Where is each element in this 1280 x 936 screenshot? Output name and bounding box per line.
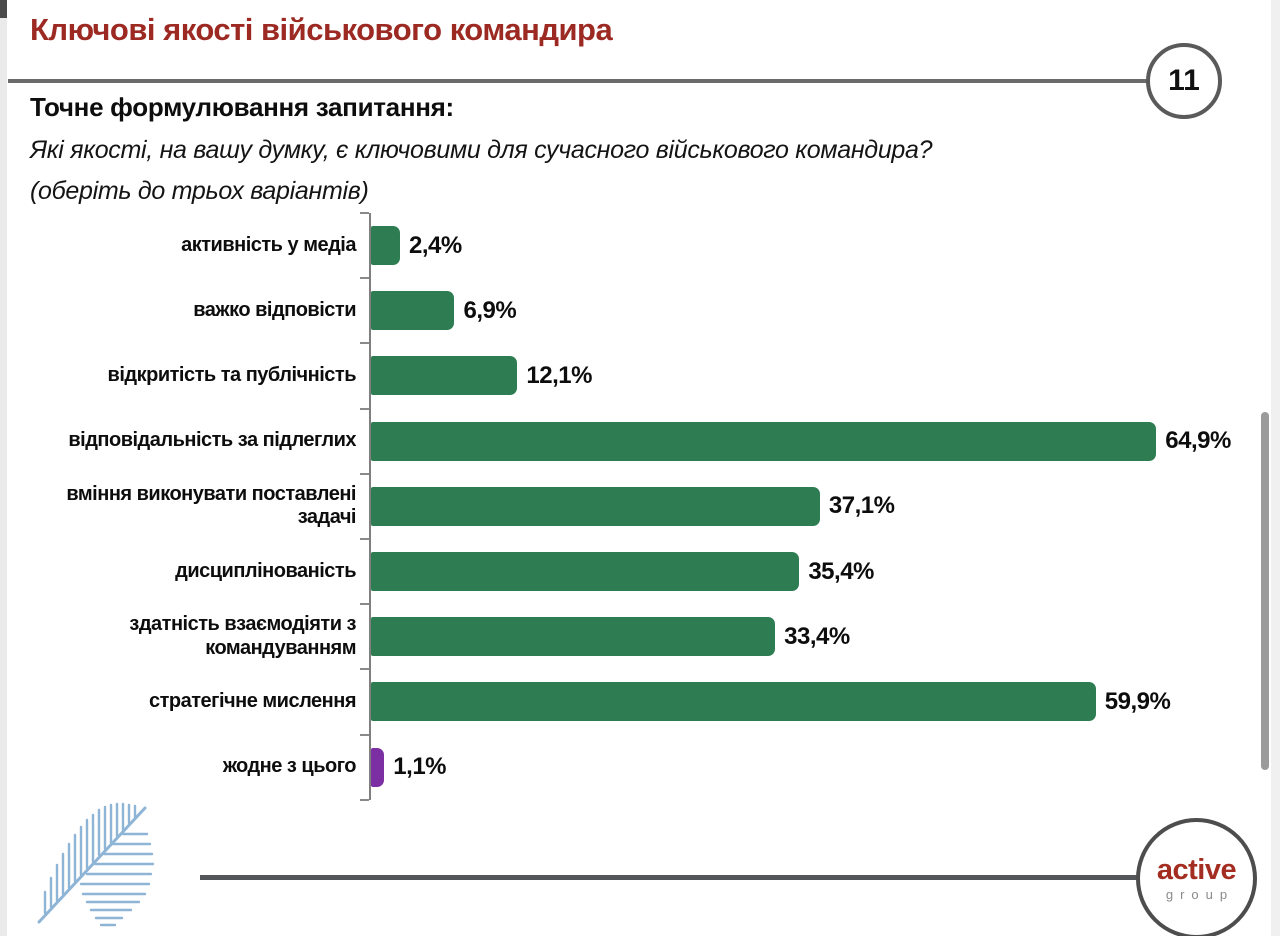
chart-row: важко відповісти 6,9%	[30, 277, 1240, 344]
bar-area: 37,1%	[360, 472, 1240, 539]
bar-label: дисциплінованість	[175, 559, 356, 582]
bar-value: 33,4%	[784, 622, 850, 650]
active-group-logo: active group	[1136, 818, 1257, 936]
chart-row: стратегічне мислення 59,9%	[30, 668, 1240, 735]
bar-area: 59,9%	[360, 668, 1240, 735]
bar-label: важко відповісти	[193, 298, 356, 321]
bar	[371, 617, 776, 657]
question-text: Які якості, на вашу думку, є ключовими д…	[30, 136, 933, 164]
leaf-logo-icon	[37, 802, 155, 927]
question-note: (оберіть до трьох варіантів)	[30, 177, 369, 205]
left-edge-strip	[0, 0, 7, 936]
footer-divider-line	[200, 875, 1140, 880]
chart-row: активність у медіа 2,4%	[30, 211, 1240, 279]
bar-area: 2,4%	[360, 211, 1240, 279]
chart-rows: активність у медіа 2,4% важко відповісти…	[30, 211, 1240, 801]
bar-value: 1,1%	[393, 753, 446, 781]
bar-area: 6,9%	[360, 277, 1240, 344]
chart-row: дисциплінованість 35,4%	[30, 537, 1240, 605]
title-divider-line	[8, 79, 1147, 83]
bar-value: 37,1%	[828, 492, 895, 520]
bar	[371, 682, 1096, 722]
chart-row: вміння виконувати поставлені задачі 37,1…	[30, 472, 1240, 539]
logo-brand-sub: group	[1165, 887, 1235, 902]
bar-area: 12,1%	[360, 342, 1240, 409]
page-number: 11	[1168, 64, 1200, 97]
bar-value: 12,1%	[526, 361, 592, 389]
bar-label: вміння виконувати поставлені задачі	[66, 482, 356, 529]
corner-notch	[0, 0, 7, 18]
bar-label: відповідальність за підлеглих	[68, 429, 356, 452]
bar-value: 2,4%	[409, 231, 462, 259]
logo-brand-name: active	[1156, 854, 1237, 886]
bar-area: 1,1%	[360, 733, 1240, 801]
bar	[371, 486, 820, 526]
bar-label: жодне з цього	[222, 755, 357, 778]
bar-value: 59,9%	[1104, 687, 1171, 715]
bar-label: активність у медіа	[181, 233, 356, 256]
bar-area: 35,4%	[360, 537, 1240, 605]
chart-row: відкритість та публічність 12,1%	[30, 342, 1240, 409]
chart-row: відповідальність за підлеглих 64,9%	[30, 407, 1240, 474]
question-heading: Точне формулювання запитання:	[30, 92, 454, 122]
page-number-badge: 11	[1146, 43, 1222, 119]
bar-area: 33,4%	[360, 603, 1240, 670]
bar	[371, 356, 518, 396]
chart-row: жодне з цього 1,1%	[30, 733, 1240, 801]
bar	[371, 747, 385, 787]
bar	[371, 226, 401, 266]
bar	[371, 291, 455, 331]
bar-value: 35,4%	[808, 557, 874, 585]
bar-label: здатність взаємодіяти з командуванням	[129, 613, 356, 659]
page-title: Ключові якості військового командира	[30, 12, 613, 47]
bar	[371, 552, 800, 592]
bar	[371, 421, 1157, 461]
bar-chart: активність у медіа 2,4% важко відповісти…	[30, 211, 1240, 801]
scrollbar-thumb[interactable]	[1261, 412, 1269, 770]
bar-label: відкритість та публічність	[107, 364, 357, 387]
bar-value: 6,9%	[463, 296, 517, 324]
bar-value: 64,9%	[1165, 427, 1231, 455]
right-edge-strip	[1271, 0, 1280, 936]
bar-label: стратегічне мислення	[148, 690, 357, 713]
chart-row: здатність взаємодіяти з командуванням 33…	[30, 603, 1240, 670]
bar-area: 64,9%	[360, 407, 1240, 474]
